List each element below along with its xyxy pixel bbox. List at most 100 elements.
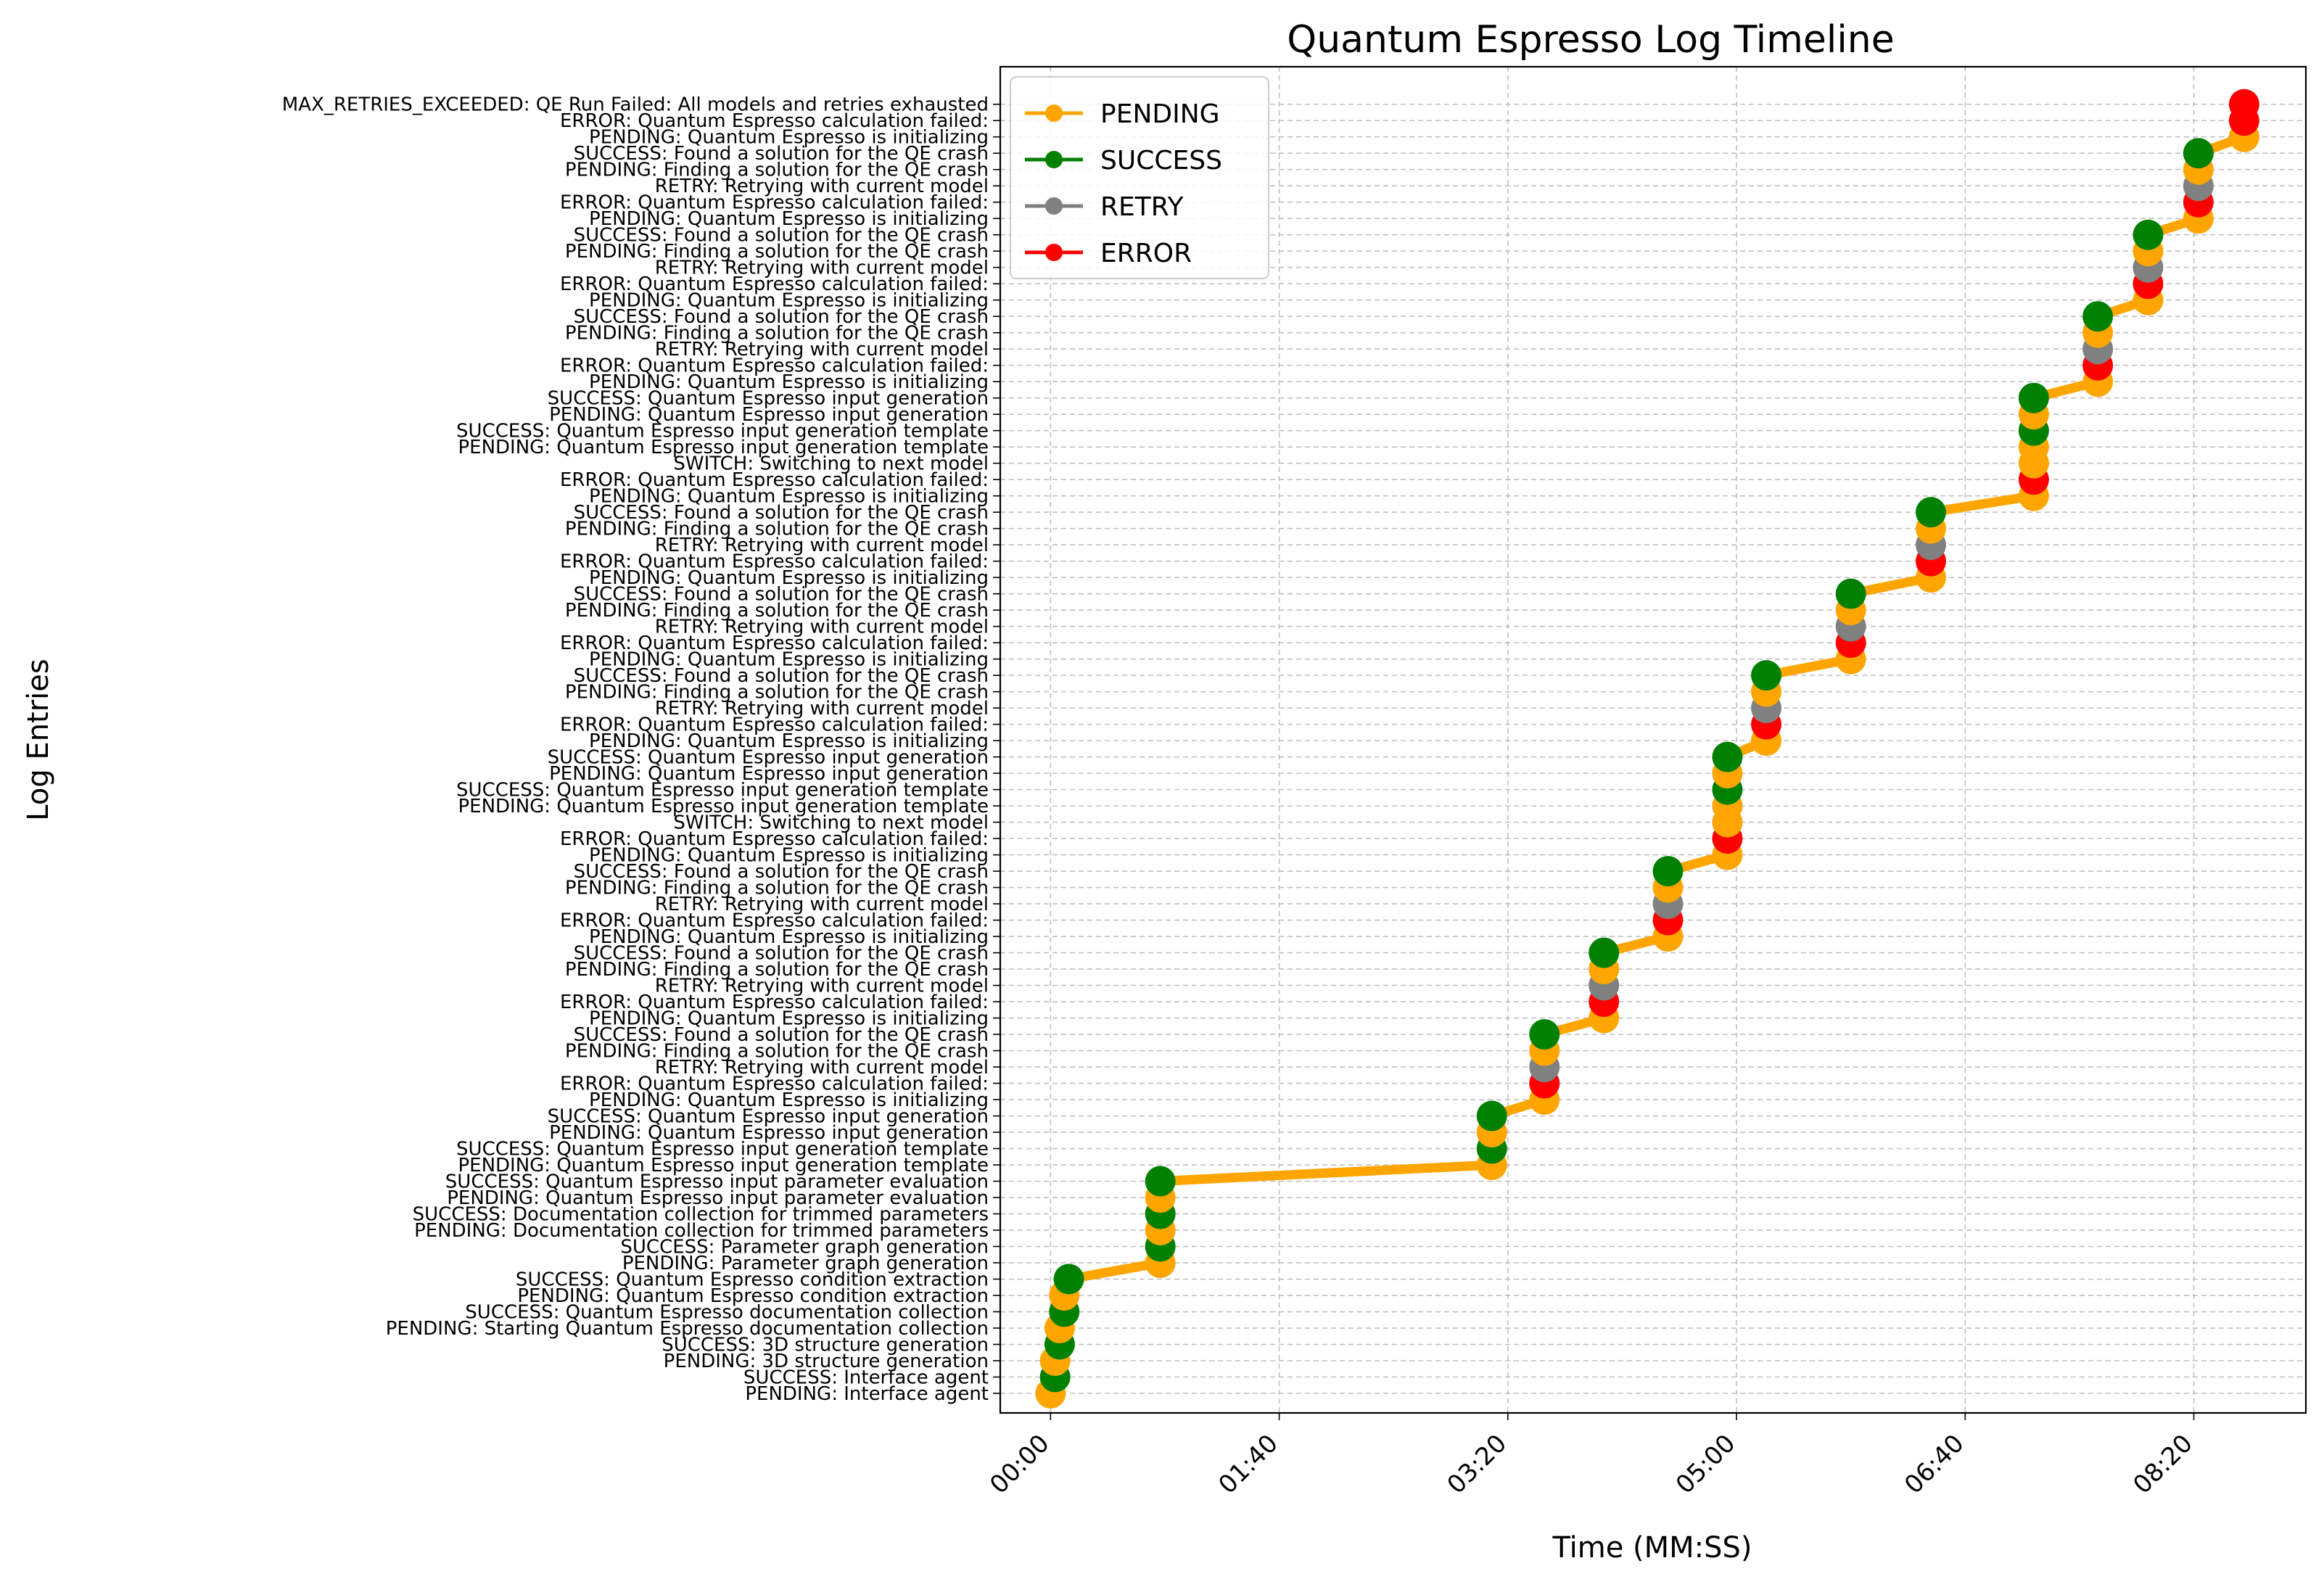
y-tick-label: ERROR: Quantum Espresso calculation fail… bbox=[560, 828, 989, 850]
y-tick-label: PENDING: Finding a solution for the QE c… bbox=[565, 878, 989, 899]
timeline-point bbox=[2082, 301, 2114, 332]
timeline-point bbox=[1053, 1264, 1084, 1295]
y-tick-label: PENDING: Quantum Espresso input generati… bbox=[458, 1155, 989, 1176]
y-tick-label: SUCCESS: Quantum Espresso input generati… bbox=[548, 747, 989, 769]
y-tick-label: SUCCESS: Quantum Espresso input generati… bbox=[456, 421, 989, 442]
x-tick-label: 01:40 bbox=[1213, 1429, 1284, 1500]
y-tick-label: SUCCESS: Found a solution for the QE cra… bbox=[574, 584, 989, 606]
timeline-point bbox=[1712, 741, 1743, 772]
y-tick-label: PENDING: Finding a solution for the QE c… bbox=[565, 241, 989, 263]
y-tick-label: ERROR: Quantum Espresso calculation fail… bbox=[560, 910, 989, 932]
y-tick-label: PENDING: Finding a solution for the QE c… bbox=[565, 1041, 989, 1063]
timeline-point bbox=[1835, 578, 1866, 609]
x-axis-label: Time (MM:SS) bbox=[1552, 1531, 1752, 1565]
y-tick-label: RETRY: Retrying with current model bbox=[655, 894, 989, 915]
y-tick-label: ERROR: Quantum Espresso calculation fail… bbox=[560, 273, 989, 295]
y-tick-label: ERROR: Quantum Espresso calculation fail… bbox=[560, 355, 989, 377]
y-tick-label: PENDING: Finding a solution for the QE c… bbox=[565, 959, 989, 981]
timeline-point bbox=[1916, 497, 1947, 528]
y-tick-label: PENDING: Quantum Espresso is initializin… bbox=[589, 127, 989, 149]
y-tick-label: PENDING: Quantum Espresso is initializin… bbox=[589, 290, 989, 312]
x-tick-label: 06:40 bbox=[1899, 1429, 1970, 1500]
y-tick-label: SUCCESS: Parameter graph generation bbox=[620, 1237, 989, 1258]
timeline-segment bbox=[1068, 1258, 1161, 1284]
y-tick-label: SUCCESS: 3D structure generation bbox=[662, 1335, 989, 1356]
y-tick-label: SUCCESS: Found a solution for the QE cra… bbox=[574, 1024, 989, 1046]
timeline-point bbox=[2018, 382, 2049, 413]
y-tick-label: ERROR: Quantum Espresso calculation fail… bbox=[560, 992, 989, 1013]
y-tick-label: RETRY: Retrying with current model bbox=[655, 535, 989, 556]
y-tick-label: RETRY: Retrying with current model bbox=[655, 257, 989, 279]
y-tick-label: PENDING: Finding a solution for the QE c… bbox=[565, 323, 989, 345]
grid bbox=[1000, 67, 2306, 1413]
y-tick-label: ERROR: Quantum Espresso calculation fail… bbox=[560, 469, 989, 491]
y-tick-label: PENDING: Quantum Espresso is initializin… bbox=[589, 845, 989, 867]
y-tick-label: ERROR: Quantum Espresso calculation fail… bbox=[560, 110, 989, 132]
y-tick-label: PENDING: Quantum Espresso is initializin… bbox=[589, 649, 989, 671]
y-tick-label: PENDING: Quantum Espresso is initializin… bbox=[589, 371, 989, 393]
y-tick-label: SUCCESS: Quantum Espresso condition extr… bbox=[516, 1269, 989, 1291]
y-tick-label: SUCCESS: Interface agent bbox=[743, 1367, 989, 1389]
y-tick-label: SUCCESS: Found a solution for the QE cra… bbox=[574, 502, 989, 524]
y-tick-label: SUCCESS: Found a solution for the QE cra… bbox=[574, 943, 989, 965]
legend-marker bbox=[1045, 244, 1063, 261]
y-tick-label: SUCCESS: Found a solution for the QE cra… bbox=[574, 225, 989, 247]
y-tick-label: PENDING: Quantum Espresso is initializin… bbox=[589, 567, 989, 589]
x-axis: 00:00 01:40 03:20 05:00 06:40 08:20 bbox=[984, 1413, 2199, 1500]
y-tick-label: SWITCH: Switching to next model bbox=[673, 812, 989, 834]
y-tick-label: ERROR: Quantum Espresso calculation fail… bbox=[560, 1073, 989, 1095]
timeline-point bbox=[2183, 138, 2214, 169]
y-tick-label: PENDING: Finding a solution for the QE c… bbox=[565, 682, 989, 704]
legend-label: PENDING bbox=[1100, 99, 1220, 129]
y-tick-label: ERROR: Quantum Espresso calculation fail… bbox=[560, 714, 989, 736]
y-tick-label: SUCCESS: Documentation collection for tr… bbox=[413, 1204, 989, 1226]
x-tick-label: 03:20 bbox=[1442, 1429, 1513, 1500]
y-tick-label: SUCCESS: Found a solution for the QE cra… bbox=[574, 306, 989, 328]
timeline-point bbox=[2228, 88, 2259, 120]
legend-marker bbox=[1045, 104, 1063, 122]
timeline-point bbox=[1145, 1166, 1176, 1197]
y-tick-label: SWITCH: Switching to next model bbox=[673, 453, 989, 475]
y-tick-label: PENDING: Quantum Espresso is initializin… bbox=[589, 1089, 989, 1111]
timeline-point bbox=[1589, 937, 1620, 968]
y-tick-label: ERROR: Quantum Espresso calculation fail… bbox=[560, 192, 989, 214]
y-tick-label: PENDING: Quantum Espresso is initializin… bbox=[589, 1008, 989, 1030]
legend-label: SUCCESS bbox=[1100, 146, 1222, 176]
x-tick-label: 05:00 bbox=[1670, 1429, 1742, 1500]
series-layer bbox=[1035, 88, 2259, 1409]
timeline-point bbox=[1529, 1019, 1560, 1050]
y-tick-label: RETRY: Retrying with current model bbox=[655, 976, 989, 997]
plot-frame bbox=[999, 65, 2307, 1414]
timeline-segment bbox=[1929, 491, 2035, 517]
y-tick-label: PENDING: Quantum Espresso is initializin… bbox=[589, 208, 989, 230]
y-tick-label: PENDING: 3D structure generation bbox=[664, 1351, 989, 1372]
y-tick-label: PENDING: Finding a solution for the QE c… bbox=[565, 519, 989, 540]
x-tick-label: 08:20 bbox=[2127, 1429, 2199, 1500]
y-tick-label: PENDING: Quantum Espresso input paramete… bbox=[447, 1187, 989, 1209]
timeline-point bbox=[1476, 1100, 1507, 1131]
y-tick-label: SUCCESS: Quantum Espresso documentation … bbox=[465, 1302, 989, 1324]
y-tick-label: PENDING: Finding a solution for the QE c… bbox=[565, 600, 989, 622]
y-tick-label: SUCCESS: Quantum Espresso input generati… bbox=[456, 780, 989, 801]
timeline-point bbox=[2133, 219, 2164, 250]
y-tick-label: SUCCESS: Quantum Espresso input generati… bbox=[548, 1106, 989, 1128]
y-axis-label: Log Entries bbox=[22, 659, 55, 820]
y-tick-label: PENDING: Quantum Espresso input generati… bbox=[549, 404, 989, 426]
y-tick-label: MAX_RETRIES_EXCEEDED: QE Run Failed: All… bbox=[282, 94, 989, 116]
y-tick-label: RETRY: Retrying with current model bbox=[655, 339, 989, 360]
y-tick-label: ERROR: Quantum Espresso calculation fail… bbox=[560, 632, 989, 654]
legend-label: RETRY bbox=[1100, 192, 1184, 222]
timeline-point bbox=[1652, 856, 1684, 887]
legend-marker bbox=[1045, 151, 1063, 168]
y-tick-label: PENDING: Starting Quantum Espresso docum… bbox=[386, 1318, 989, 1340]
y-tick-label: RETRY: Retrying with current model bbox=[655, 698, 989, 720]
legend: PENDING SUCCESS RETRY ERROR bbox=[1010, 76, 1269, 279]
y-tick-label: PENDING: Documentation collection for tr… bbox=[414, 1220, 989, 1242]
y-tick-label: PENDING: Quantum Espresso input generati… bbox=[549, 763, 989, 785]
x-tick-label: 00:00 bbox=[984, 1429, 1055, 1500]
y-tick-label: RETRY: Retrying with current model bbox=[655, 617, 989, 638]
y-tick-label: PENDING: Quantum Espresso condition extr… bbox=[517, 1285, 989, 1307]
y-tick-label: PENDING: Finding a solution for the QE c… bbox=[565, 160, 989, 181]
